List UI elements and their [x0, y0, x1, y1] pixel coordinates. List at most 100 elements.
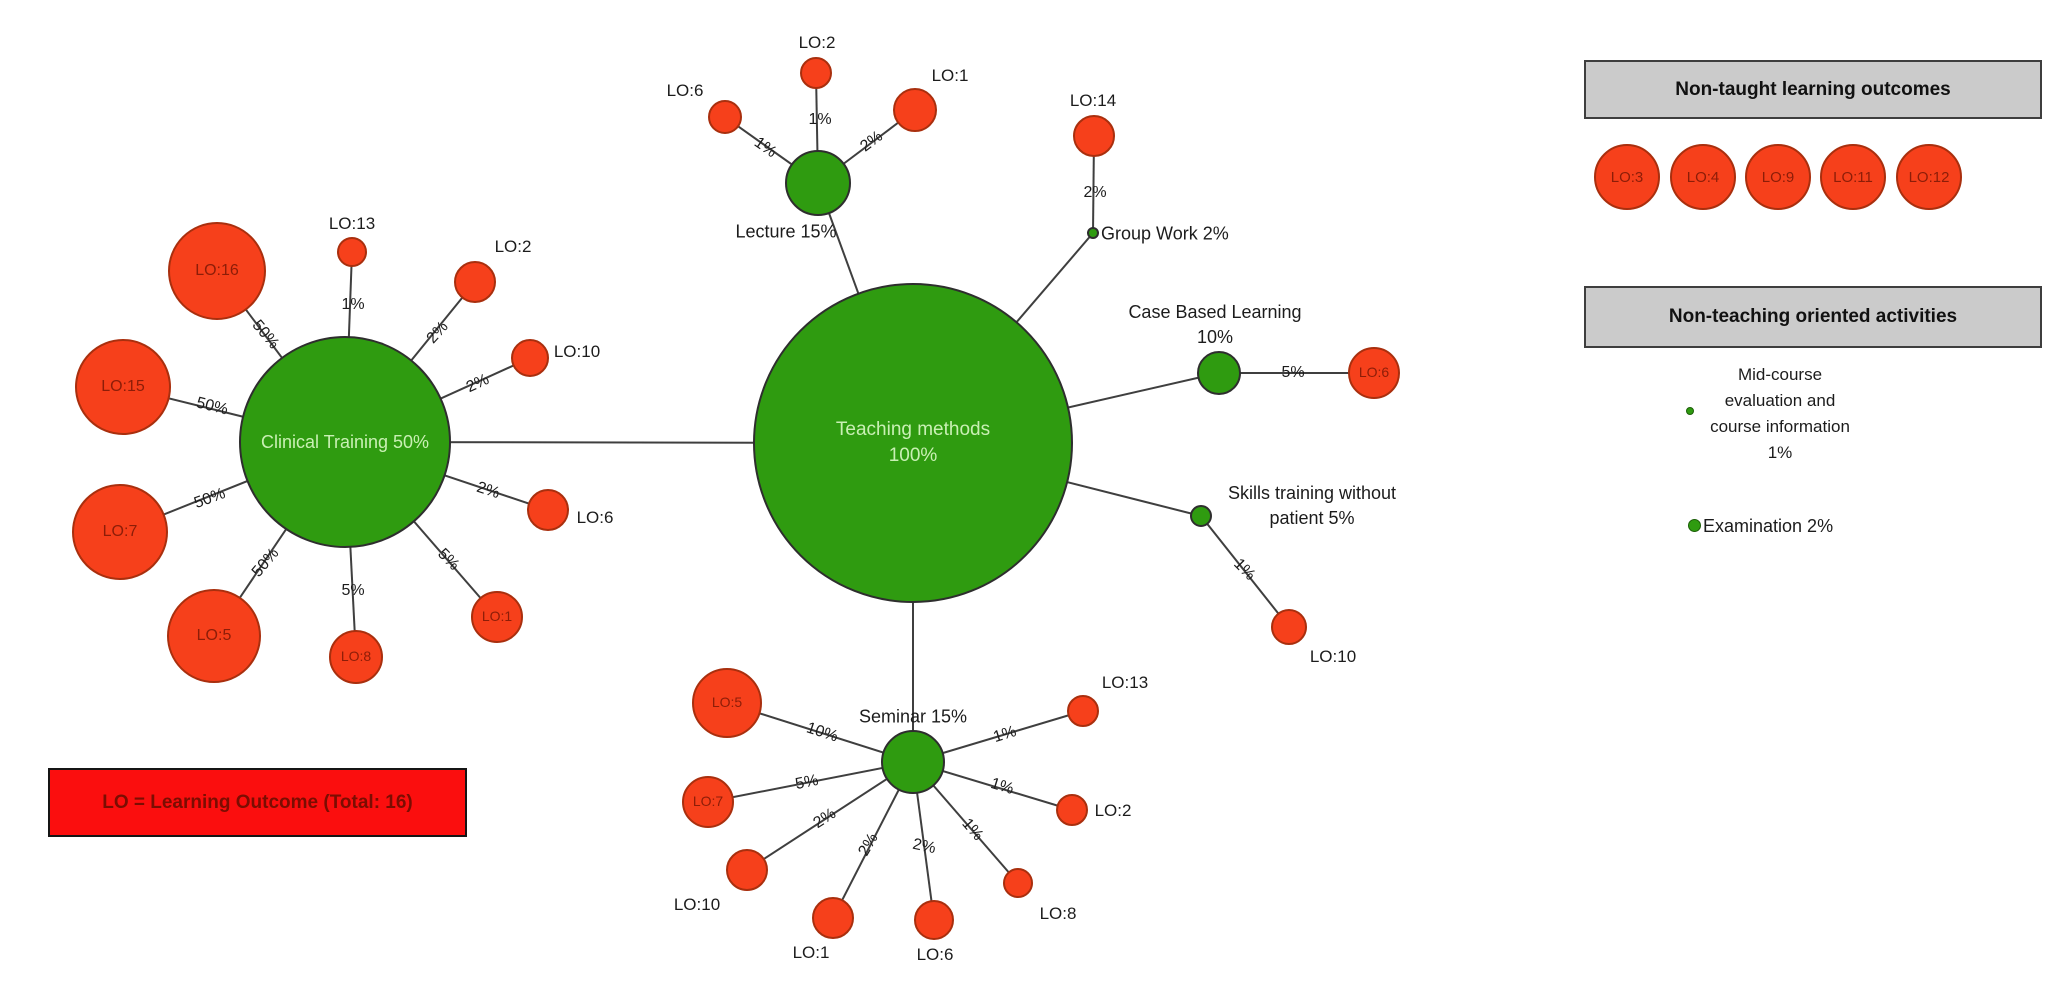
legend-box: LO = Learning Outcome (Total: 16): [48, 768, 467, 837]
outcome-circle: [1056, 794, 1088, 826]
hub-circle-teaching: Teaching methods 100%: [753, 283, 1073, 603]
outcome-label: LO:16: [195, 262, 239, 280]
outcome-circle: [726, 849, 768, 891]
outcome-label: LO:1: [481, 608, 513, 625]
examination-dot-icon: [1688, 519, 1701, 532]
outcome-label: LO:2: [494, 237, 532, 257]
non-taught-header: Non-taught learning outcomes: [1584, 60, 2042, 119]
hub-label-clinical: Clinical Training 50%: [261, 430, 429, 454]
outcome-label: LO:1: [931, 66, 969, 86]
hub-circle-lecture: [785, 150, 851, 216]
non-taught-outcome-circle: LO:12: [1896, 144, 1962, 210]
outcome-circle: [708, 100, 742, 134]
outcome-circle: [1067, 695, 1099, 727]
outcome-circle: [527, 489, 569, 531]
non-teaching-header: Non-teaching oriented activities: [1584, 286, 2042, 348]
outcome-circle: LO:1: [471, 591, 523, 643]
non-taught-outcome-label: LO:11: [1833, 168, 1873, 186]
outcome-label: LO:2: [1094, 801, 1132, 821]
hub-label-line: 10%: [1196, 327, 1234, 347]
hub-circle-groupwork: [1087, 227, 1099, 239]
midcourse-line: 1%: [1767, 443, 1793, 462]
hub-circle-skills: [1190, 505, 1212, 527]
outcome-circle: [914, 900, 954, 940]
outcome-label: LO:15: [101, 378, 145, 396]
hub-label-casebased: Case Based Learning 10%: [1128, 300, 1301, 350]
outcome-circle: [1003, 868, 1033, 898]
outcome-circle: [511, 339, 549, 377]
hub-label-teaching: Teaching methods 100%: [836, 417, 990, 468]
outcome-circle: [812, 897, 854, 939]
outcome-circle: [1271, 609, 1307, 645]
outcome-circle: [1073, 115, 1115, 157]
hub-label-line: Seminar 15%: [858, 706, 968, 727]
hub-label-line: patient 5%: [1269, 508, 1355, 528]
hub-label-line: Case Based Learning: [1128, 301, 1302, 322]
outcome-label: LO:6: [916, 945, 954, 965]
hub-circle-casebased: [1197, 351, 1241, 395]
outcome-label: LO:5: [711, 694, 743, 711]
outcome-label: LO:6: [666, 81, 704, 101]
hub-label-line: Clinical Training 50%: [260, 431, 430, 452]
outcome-label: LO:2: [798, 33, 836, 53]
hub-label-lecture: Lecture 15%: [735, 219, 836, 244]
outcome-circle: LO:7: [72, 484, 168, 580]
outcome-label: LO:10: [1309, 647, 1357, 667]
outcome-circle: LO:5: [167, 589, 261, 683]
outcome-circle: LO:6: [1348, 347, 1400, 399]
examination-note: Examination 2%: [1703, 516, 1834, 536]
hub-label-line: Lecture 15%: [735, 221, 837, 242]
non-taught-outcome-circle: LO:9: [1745, 144, 1811, 210]
non-taught-outcome-label: LO:4: [1686, 168, 1720, 186]
non-teaching-title: Non-teaching oriented activities: [1668, 306, 1958, 327]
outcome-label: LO:6: [1358, 364, 1390, 381]
hub-label-skills: Skills training without patient 5%: [1228, 481, 1396, 531]
outcome-label: LO:1: [792, 943, 830, 963]
midcourse-line: course information: [1710, 417, 1850, 436]
non-taught-outcome-label: LO:9: [1761, 168, 1795, 186]
outcome-label: LO:8: [1039, 904, 1077, 924]
edge-percent-label: 1%: [341, 296, 365, 313]
non-taught-outcome-circle: LO:4: [1670, 144, 1736, 210]
midcourse-line: Mid-course: [1737, 365, 1823, 384]
edge-percent-label: 2%: [1083, 184, 1107, 201]
outcome-label: LO:5: [196, 627, 232, 645]
outcome-circle: [800, 57, 832, 89]
outcome-label: LO:8: [340, 648, 372, 665]
hub-label-groupwork: Group Work 2%: [1101, 221, 1229, 246]
edge-percent-label: 5%: [1281, 364, 1305, 381]
hub-label-line: Skills training without: [1227, 482, 1397, 503]
outcome-circle: LO:16: [168, 222, 266, 320]
non-taught-outcome-circle: LO:11: [1820, 144, 1886, 210]
edge-percent-label: 5%: [341, 582, 365, 599]
midcourse-line: evaluation and: [1724, 391, 1836, 410]
hub-circle-clinical: Clinical Training 50%: [239, 336, 451, 548]
midcourse-note: Mid-course evaluation and course informa…: [1660, 362, 1900, 466]
hub-circle-seminar: [881, 730, 945, 794]
outcome-circle: LO:5: [692, 668, 762, 738]
outcome-circle: [893, 88, 937, 132]
outcome-circle: [337, 237, 367, 267]
outcome-label: LO:7: [692, 793, 724, 810]
outcome-circle: [454, 261, 496, 303]
outcome-label: LO:13: [328, 214, 376, 234]
outcome-label: LO:13: [1101, 673, 1149, 693]
non-taught-outcome-label: LO:3: [1610, 168, 1644, 186]
outcome-circle: LO:8: [329, 630, 383, 684]
midcourse-dot-icon: [1686, 407, 1694, 415]
hub-label-seminar: Seminar 15%: [859, 704, 967, 729]
non-taught-title: Non-taught learning outcomes: [1675, 78, 1951, 100]
edge-line: [746, 761, 914, 871]
outcome-circle: LO:7: [682, 776, 734, 828]
hub-label-line: Group Work 2%: [1101, 223, 1229, 244]
hub-label-line: Teaching methods: [835, 419, 991, 441]
legend-label: LO = Learning Outcome (Total: 16): [102, 791, 413, 813]
edge-line: [707, 761, 914, 803]
hub-label-line: 100%: [888, 445, 938, 466]
outcome-circle: LO:15: [75, 339, 171, 435]
non-taught-outcome-label: LO:12: [1908, 168, 1950, 186]
outcome-label: LO:14: [1069, 91, 1117, 111]
edge-percent-label: 1%: [808, 111, 832, 128]
outcome-label: LO:10: [553, 342, 601, 362]
non-taught-outcome-circle: LO:3: [1594, 144, 1660, 210]
